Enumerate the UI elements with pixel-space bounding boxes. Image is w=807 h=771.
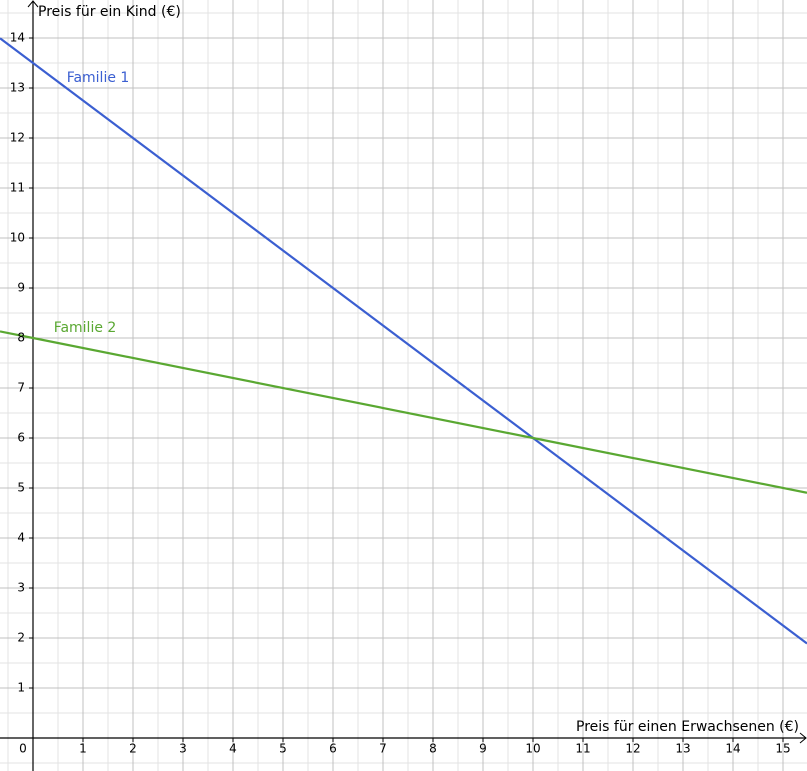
y-tick-label: 14 [10,31,25,45]
y-tick-label: 10 [10,231,25,245]
x-tick-label: 1 [79,742,87,756]
y-tick-label: 1 [17,681,25,695]
x-tick-label: 0 [19,742,27,756]
x-tick-label: 2 [129,742,137,756]
y-tick-label: 6 [17,431,25,445]
y-tick-label: 8 [17,331,25,345]
y-tick-label: 11 [10,181,25,195]
series-line [0,330,807,494]
x-tick-label: 14 [725,742,740,756]
x-tick-label: 12 [625,742,640,756]
x-tick-label: 9 [479,742,487,756]
x-tick-label: 10 [525,742,540,756]
y-tick-label: 2 [17,631,25,645]
series-line [0,37,807,645]
x-tick-label: 4 [229,742,237,756]
y-tick-label: 12 [10,131,25,145]
lines [0,37,807,645]
x-tick-label: 8 [429,742,437,756]
x-tick-label: 3 [179,742,187,756]
x-tick-label: 13 [675,742,690,756]
x-tick-label: 15 [775,742,790,756]
x-tick-label: 6 [329,742,337,756]
y-axis-arrow [27,0,39,8]
y-tick-label: 13 [10,81,25,95]
y-tick-label: 5 [17,481,25,495]
y-tick-label: 4 [17,531,25,545]
y-tick-label: 9 [17,281,25,295]
series-label: Familie 1 [67,70,130,86]
x-tick-label: 5 [279,742,287,756]
x-axis-title: Preis für einen Erwachsenen (€) [576,719,799,735]
y-tick-label: 7 [17,381,25,395]
x-tick-label: 7 [379,742,387,756]
y-axis-title: Preis für ein Kind (€) [38,4,181,20]
y-tick-label: 3 [17,581,25,595]
series-label: Familie 2 [54,320,117,336]
x-tick-label: 11 [575,742,590,756]
labels: 0 1 2 3 4 5 6 7 8 9 10 11 12 13 14 15123456789101112131… [10,4,799,756]
x-axis-arrow [799,732,807,744]
